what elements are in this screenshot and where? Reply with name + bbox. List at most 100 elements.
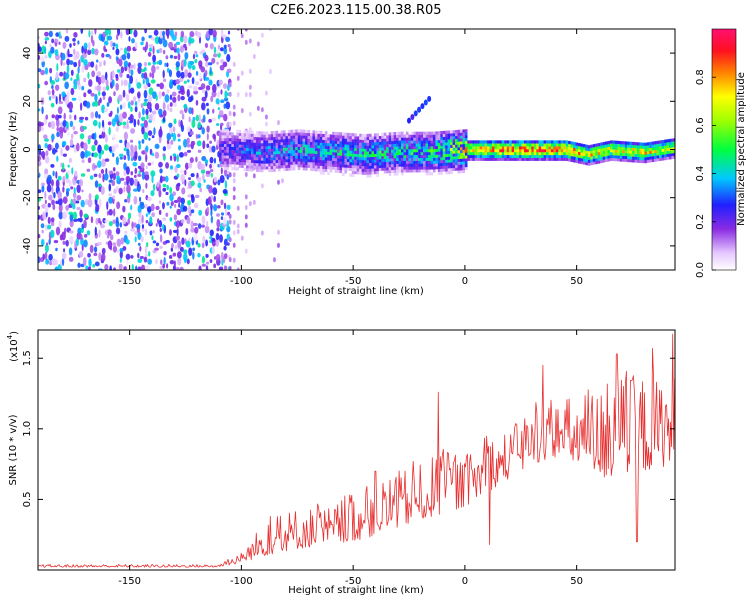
spectrogram-noise-cell <box>195 114 200 122</box>
spectrogram-ridge-cell <box>287 153 291 157</box>
spectrogram-ridge-cell <box>455 167 458 171</box>
spectrogram-ridge-cell <box>624 158 628 162</box>
spectrogram-ridge-cell <box>312 144 316 149</box>
spectrogram-noise-cell <box>51 114 55 119</box>
spectrogram-ridge-cell <box>408 143 411 147</box>
spectrogram-noise-cell <box>162 202 165 210</box>
spectrogram-noise-cell <box>122 125 127 129</box>
spectrogram-noise-cell <box>89 175 94 180</box>
spectrogram-ridge-cell <box>523 151 527 156</box>
spectrogram-noise-cell <box>175 61 181 68</box>
spectrogram-ridge-cell <box>538 146 542 150</box>
spectrogram-noise-cell <box>56 126 60 132</box>
spectrogram-noise-cell <box>70 77 73 81</box>
spectrogram-noise-cell <box>160 259 163 266</box>
spectrogram-ridge-cell <box>597 151 601 155</box>
spectrogram-ridge-cell <box>386 138 389 142</box>
spectrogram-ridge-cell <box>457 141 461 145</box>
spectrogram-ridge-cell <box>302 135 306 139</box>
spectrogram-ridge-cell <box>418 160 421 164</box>
spectrogram-ridge-cell <box>280 162 284 166</box>
spectrogram-ridge-cell <box>607 140 611 145</box>
spectrogram-noise-cell <box>117 94 123 102</box>
spectrogram-noise-cell <box>133 29 138 38</box>
spectrogram-ridge-cell <box>391 135 394 139</box>
spectrogram-ridge-cell <box>617 146 620 150</box>
spectrogram-noise-cell <box>129 177 134 186</box>
spectrogram-noise-cell <box>83 219 87 229</box>
spectrogram-ridge-cell <box>231 143 234 147</box>
spectrogram-ridge-cell <box>425 160 429 164</box>
spectrogram-noise-cell <box>213 157 217 164</box>
spectrogram-noise-cell <box>148 251 151 257</box>
spectrogram-ridge-cell <box>317 133 320 137</box>
spectrogram-ridge-cell <box>292 158 296 162</box>
spectrogram-noise-cell <box>222 83 228 90</box>
spectrogram-ridge-cell <box>533 140 537 144</box>
spectrogram-noise-cell <box>201 96 207 102</box>
spectrogram-ridge-cell <box>260 154 264 158</box>
spectrogram-ridge-cell <box>587 153 591 158</box>
spectrogram-ridge-cell <box>469 151 473 156</box>
spectrogram-ridge-cell <box>462 167 466 171</box>
spectrogram-ridge-cell <box>575 151 579 155</box>
spectrogram-ridge-cell <box>346 135 350 139</box>
spectrogram-ridge-cell <box>398 137 402 141</box>
spectrogram-ridge-cell <box>482 140 485 144</box>
spectrogram-ridge-cell <box>312 153 316 157</box>
spectrogram-ridge-cell <box>354 156 357 160</box>
spectrogram-noise-cell <box>158 59 163 66</box>
spectrogram-ridge-cell <box>388 146 392 150</box>
spectrogram-noise-cell <box>91 47 95 55</box>
spectrogram-noise-cell <box>126 45 132 52</box>
spectrogram-noise-cell <box>64 227 67 236</box>
spectrogram-noise-cell <box>155 205 160 211</box>
spectrogram-noise-cell <box>277 229 280 235</box>
spectrogram-ridge-cell <box>455 158 458 163</box>
spectrogram-ridge-cell <box>265 143 269 147</box>
spectrogram-ridge-cell <box>226 146 230 150</box>
spectrogram-ridge-cell <box>268 160 271 164</box>
spectrogram-ridge-cell <box>504 149 507 153</box>
spectrogram-ridge-cell <box>430 154 434 159</box>
spectrogram-ridge-cell <box>317 159 320 163</box>
spectrogram-ridge-cell <box>337 132 340 136</box>
spectrogram-ridge-cell <box>447 162 451 166</box>
spectrogram-ridge-cell <box>403 151 407 156</box>
spectrogram-noise-cell <box>184 179 187 187</box>
spectrogram-noise-cell <box>220 251 224 260</box>
spectrogram-ridge-cell <box>346 164 350 168</box>
spectrogram-ridge-cell <box>317 153 320 158</box>
spectrogram-noise-cell <box>77 95 82 102</box>
spectrogram-ridge-cell <box>302 132 306 136</box>
spectrogram-noise-cell <box>92 119 98 127</box>
spectrogram-ridge-cell <box>646 145 650 149</box>
spectrogram-noise-cell <box>269 29 272 31</box>
spectrogram-noise-cell <box>244 214 248 220</box>
spectrogram-ridge-cell <box>452 150 456 154</box>
spectrogram-noise-cell <box>144 228 148 236</box>
spectrogram-noise-cell <box>175 41 181 45</box>
spectrogram-ridge-cell <box>558 146 561 150</box>
spectrogram-noise-cell <box>108 209 113 216</box>
spectrogram-ridge-cell <box>307 141 311 145</box>
spectrogram-ridge-cell <box>469 154 473 159</box>
spectrogram-ridge-cell <box>246 156 249 160</box>
spectrogram-ridge-cell <box>339 132 343 136</box>
spectrogram-noise-cell <box>183 80 187 84</box>
spectrogram-ridge-cell <box>391 132 394 136</box>
spectrogram-ridge-cell <box>310 161 313 166</box>
spectrogram-noise-cell <box>145 182 148 189</box>
spectrogram-ridge-cell <box>457 161 461 165</box>
spectrogram-ridge-cell <box>265 163 269 167</box>
spectrogram-ridge-cell <box>317 162 320 166</box>
spectrogram-ridge-cell <box>472 149 475 153</box>
spectrogram-ridge-cell <box>248 139 252 143</box>
spectrogram-ridge-cell <box>619 149 623 153</box>
spectrogram-ridge-cell <box>248 147 252 152</box>
spectrogram-ridge-cell <box>523 157 527 161</box>
spectrogram-noise-cell <box>155 258 158 265</box>
spectrogram-ridge-cell <box>585 153 588 157</box>
spectrogram-noise-cell <box>94 85 98 91</box>
spectrogram-ridge-cell <box>428 160 431 164</box>
